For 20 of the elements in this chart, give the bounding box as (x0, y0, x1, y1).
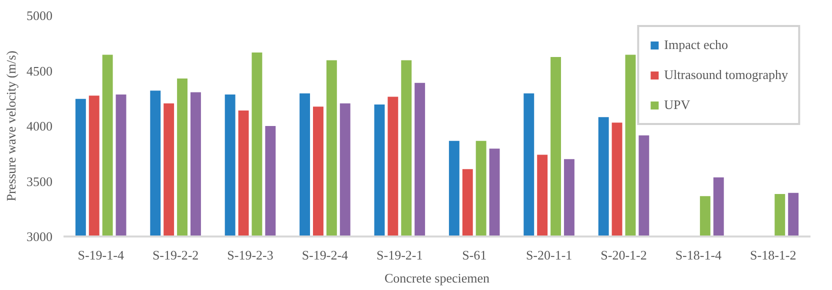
x-tick-label: S-19-2-3 (227, 248, 274, 262)
x-tick-label: S-20-1-1 (526, 248, 572, 262)
x-axis-title: Concrete speciemen (384, 270, 490, 286)
x-tick-label: S-19-2-2 (152, 248, 199, 262)
x-tick-label: S-19-2-1 (376, 248, 423, 262)
legend-label: UPV (664, 97, 690, 113)
y-tick-label: 4500 (26, 63, 52, 78)
y-tick-label: 5000 (26, 8, 52, 23)
x-tick-label: S-19-1-4 (78, 248, 124, 262)
x-tick-label: S-20-1-2 (600, 248, 647, 262)
legend-label: Impact echo (664, 37, 728, 53)
x-tick-label: S-61 (462, 248, 487, 262)
y-tick-label: 4000 (26, 118, 52, 134)
x-tick-label: S-18-1-2 (750, 248, 796, 262)
y-tick-label: 3500 (26, 174, 52, 189)
legend-label: Ultrasound tomography (664, 67, 788, 83)
y-axis-title: Pressure wave velocity (m/s) (4, 50, 18, 202)
x-tick-label: S-19-2-4 (302, 248, 349, 262)
x-tick-label: S-18-1-4 (675, 248, 722, 262)
y-tick-label: 3000 (26, 229, 52, 244)
